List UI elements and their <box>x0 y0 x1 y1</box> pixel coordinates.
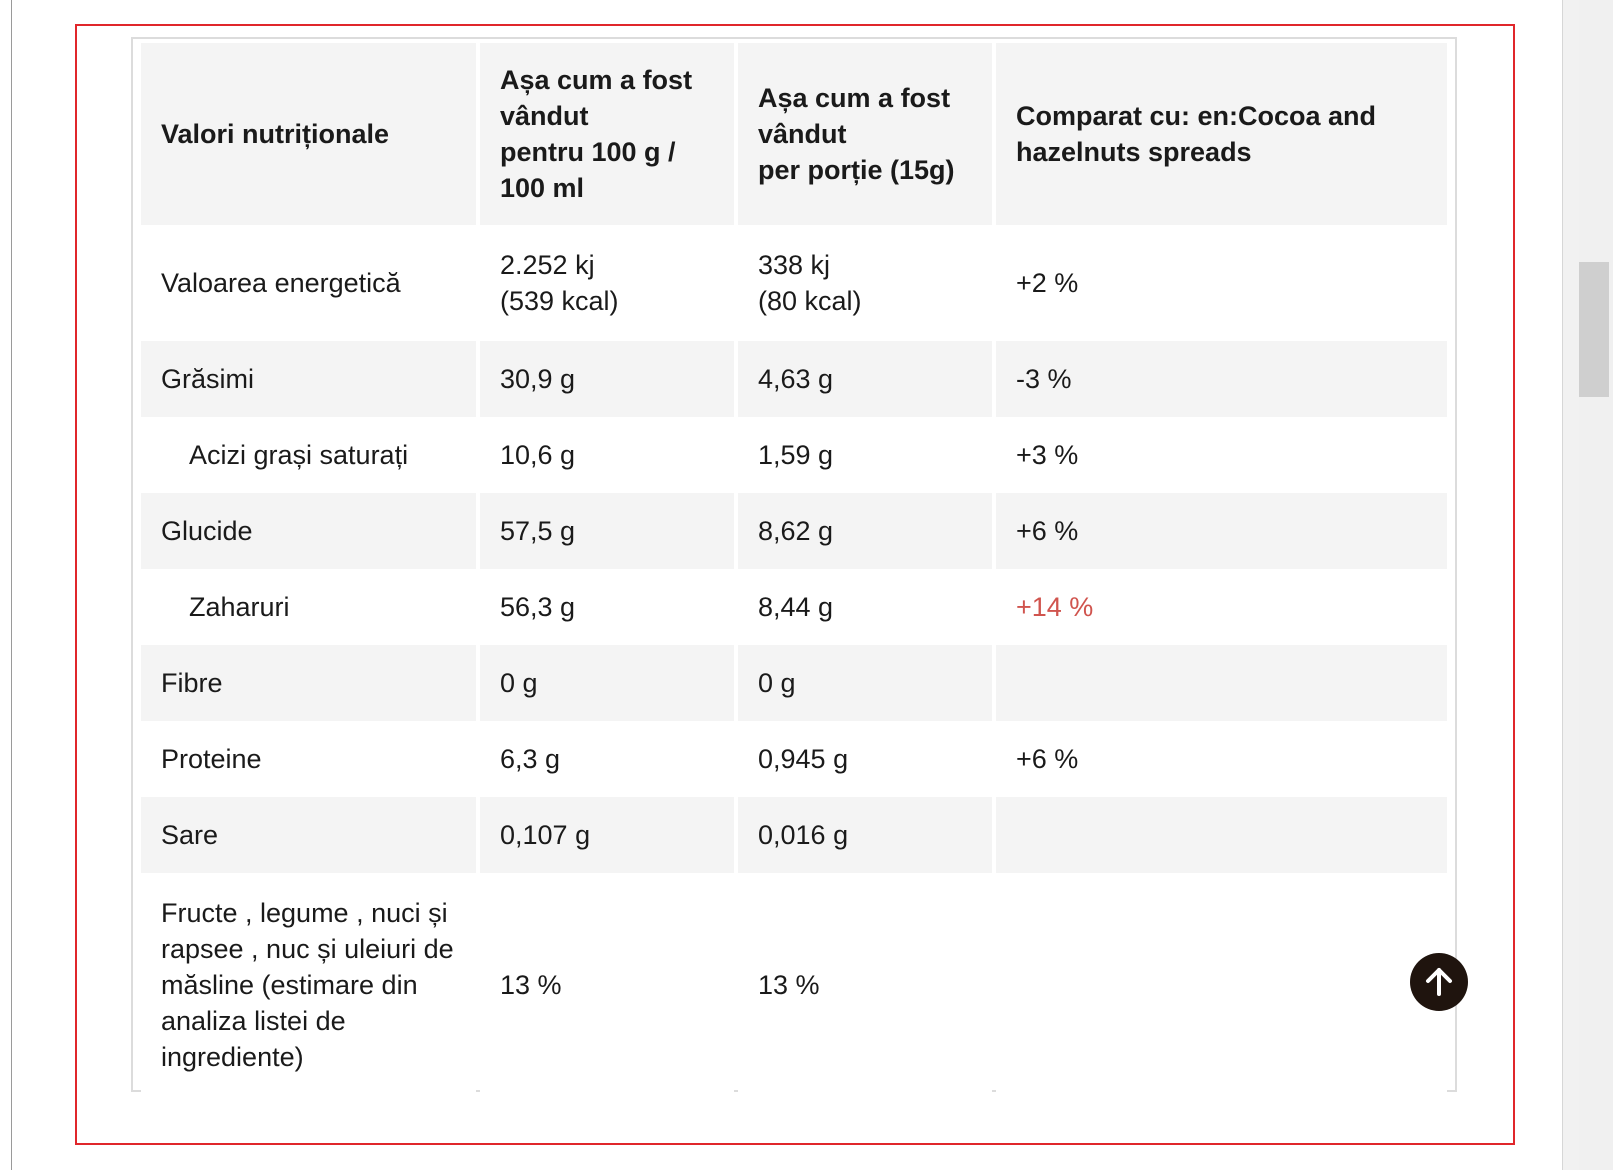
table-row: Acizi grași saturați 10,6 g 1,59 g +3 % <box>141 417 1447 493</box>
row-label: Fructe , legume , nuci și rapsee , nuc ș… <box>141 873 476 1097</box>
arrow-up-icon <box>1426 968 1452 996</box>
header-per-100g: Așa cum a fost vândut pentru 100 g / 100 … <box>480 43 734 225</box>
cell-per-serving: 4,63 g <box>738 341 992 417</box>
nutrition-table: Valori nutriționale Așa cum a fost vându… <box>137 43 1451 1097</box>
cell-per-serving: 0,016 g <box>738 797 992 873</box>
cell-per-100g: 0,107 g <box>480 797 734 873</box>
header-compared-to: Comparat cu: en:Cocoa and hazelnuts spre… <box>996 43 1447 225</box>
row-label: Zaharuri <box>141 569 476 645</box>
row-label: Fibre <box>141 645 476 721</box>
cell-per-100g: 0 g <box>480 645 734 721</box>
cell-compare: -3 % <box>996 341 1447 417</box>
header-nutrition-label: Valori nutriționale <box>141 43 476 225</box>
cell-per-serving: 8,44 g <box>738 569 992 645</box>
row-label: Grăsimi <box>141 341 476 417</box>
table-row: Sare 0,107 g 0,016 g <box>141 797 1447 873</box>
cell-per-serving: 8,62 g <box>738 493 992 569</box>
header-per-serving: Așa cum a fost vândut per porție (15g) <box>738 43 992 225</box>
table-row: Glucide 57,5 g 8,62 g +6 % <box>141 493 1447 569</box>
window-left-edge <box>0 0 12 1170</box>
cell-per-100g: 30,9 g <box>480 341 734 417</box>
cell-per-serving: 1,59 g <box>738 417 992 493</box>
cell-compare: +6 % <box>996 493 1447 569</box>
scrollbar-thumb[interactable] <box>1579 262 1609 397</box>
back-to-top-button[interactable] <box>1410 953 1468 1011</box>
cell-per-100g: 6,3 g <box>480 721 734 797</box>
nutrition-table-container: Valori nutriționale Așa cum a fost vându… <box>131 37 1457 1097</box>
table-row: Fructe , legume , nuci și rapsee , nuc ș… <box>141 873 1447 1097</box>
cell-compare <box>996 797 1447 873</box>
cell-compare: +2 % <box>996 225 1447 341</box>
cell-compare-warning: +14 % <box>996 569 1447 645</box>
cell-per-serving: 338 kj (80 kcal) <box>738 225 992 341</box>
table-row: Proteine 6,3 g 0,945 g +6 % <box>141 721 1447 797</box>
cell-compare: +6 % <box>996 721 1447 797</box>
table-row: Grăsimi 30,9 g 4,63 g -3 % <box>141 341 1447 417</box>
table-header-row: Valori nutriționale Așa cum a fost vându… <box>141 43 1447 225</box>
row-label: Valoarea energetică <box>141 225 476 341</box>
row-label: Acizi grași saturați <box>141 417 476 493</box>
cell-compare <box>996 873 1447 1097</box>
cell-per-serving: 0,945 g <box>738 721 992 797</box>
scrollbar-track[interactable] <box>1579 0 1613 1170</box>
row-label: Glucide <box>141 493 476 569</box>
cell-compare: +3 % <box>996 417 1447 493</box>
cell-per-100g: 57,5 g <box>480 493 734 569</box>
cell-per-100g: 13 % <box>480 873 734 1097</box>
cell-per-100g: 56,3 g <box>480 569 734 645</box>
table-row: Fibre 0 g 0 g <box>141 645 1447 721</box>
row-label: Proteine <box>141 721 476 797</box>
table-row: Valoarea energetică 2.252 kj (539 kcal) 3… <box>141 225 1447 341</box>
cell-per-serving: 13 % <box>738 873 992 1097</box>
highlight-frame <box>75 24 1515 1145</box>
cell-compare <box>996 645 1447 721</box>
cell-per-serving: 0 g <box>738 645 992 721</box>
cell-per-100g: 10,6 g <box>480 417 734 493</box>
cell-per-100g: 2.252 kj (539 kcal) <box>480 225 734 341</box>
row-label: Sare <box>141 797 476 873</box>
table-row: Zaharuri 56,3 g 8,44 g +14 % <box>141 569 1447 645</box>
